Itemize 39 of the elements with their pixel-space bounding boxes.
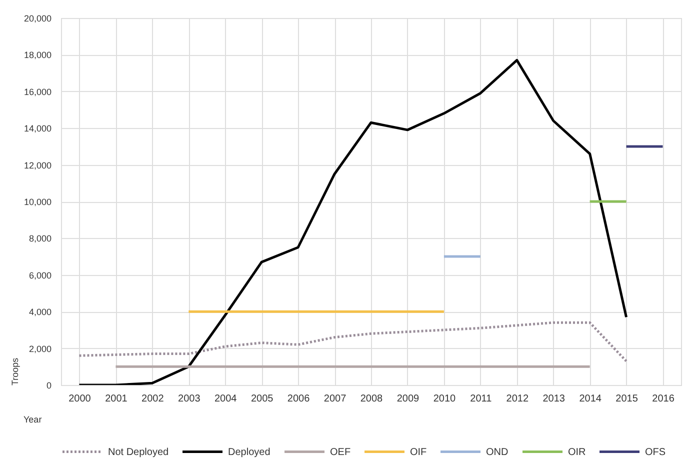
x-tick-label: 2004 [214,394,238,404]
legend-label: OEF [330,446,351,458]
x-tick-label: 2014 [579,394,602,404]
x-tick-label: 2002 [142,394,164,404]
y-tick-label: 0 [46,380,52,390]
x-tick-label: 2007 [324,394,347,404]
legend-label: OIF [410,446,427,458]
y-tick-label: 8,000 [28,234,52,244]
x-tick-label: 2001 [105,394,128,404]
y-tick-label: 18,000 [24,50,52,60]
y-tick-label: 2,000 [28,344,52,354]
x-tick-label: 2016 [652,394,675,404]
legend-label: Not Deployed [108,446,169,458]
line-series [78,58,628,385]
x-tick-label: 2011 [470,394,492,404]
x-tick-label: 2000 [68,394,92,404]
x-tick-label: 2012 [506,394,529,404]
x-tick-label: 2009 [396,394,420,404]
legend-label: Deployed [228,446,270,458]
y-tick-label: 6,000 [28,270,52,280]
x-tick-label: 2015 [616,394,638,404]
x-tick-label: 2010 [433,394,456,404]
y-tick-label: 4,000 [28,307,52,318]
x-tick-label: 2006 [287,394,310,404]
y-tick-label: 12,000 [24,160,52,170]
y-tick-label: 10,000 [24,197,52,207]
x-axis-title: Year [24,414,42,424]
line-series [78,321,628,362]
y-tick-label: 14,000 [24,124,52,134]
y-tick-label: 20,000 [24,14,52,24]
x-tick-label: 2005 [250,394,274,404]
y-axis-title: Troops [10,357,20,386]
x-tick-label: 2013 [542,394,566,404]
legend-label: OFS [645,446,666,458]
y-tick-label: 16,000 [24,86,52,97]
legend-label: OND [486,446,508,458]
x-tick-label: 2003 [178,394,201,404]
x-tick-label: 2008 [360,394,384,404]
legend-label: OIR [568,446,586,458]
